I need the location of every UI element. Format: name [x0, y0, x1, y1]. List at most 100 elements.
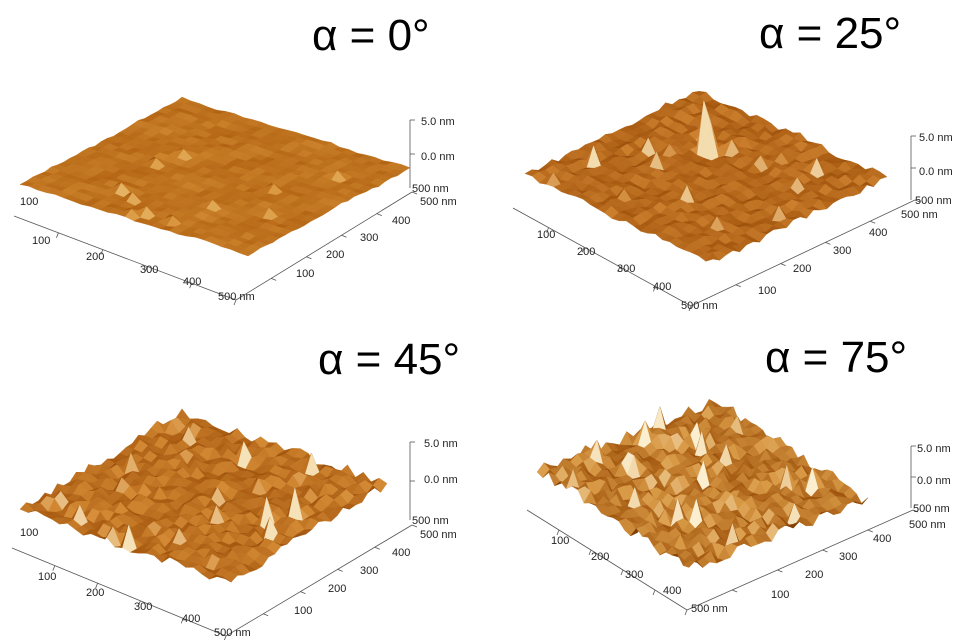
axis-line — [914, 199, 921, 203]
axis-line — [411, 524, 418, 528]
x-tick-2: 200 — [577, 246, 595, 258]
x-tick-4: 400 — [653, 281, 671, 293]
afm-surface-plot: 100 200 300 400 500 nm 100 200 300 400 5… — [13, 96, 457, 306]
surface-mesh — [536, 398, 869, 568]
axis-line — [686, 509, 914, 611]
axis-line — [138, 600, 141, 606]
plot-axes — [13, 119, 418, 306]
axis-line — [374, 546, 380, 550]
panel-title: α = 75° — [765, 333, 908, 382]
plot-axes — [11, 441, 418, 640]
axis-line — [337, 569, 343, 572]
axis-line — [189, 283, 192, 289]
surface-mesh — [524, 90, 888, 262]
y-tick-3: 300 — [360, 232, 378, 244]
y-tick-2: 200 — [326, 249, 344, 261]
panel-title: α = 45° — [318, 335, 461, 384]
y-tick-4: 400 — [873, 533, 891, 545]
axis-line — [867, 529, 873, 533]
x-tick-5: 500 nm — [681, 300, 718, 312]
z-tick-base: 500 nm — [412, 183, 449, 195]
axis-line — [300, 591, 306, 594]
y-tick-2: 200 — [805, 569, 823, 581]
panel-title: α = 25° — [759, 9, 902, 58]
axis-line — [684, 609, 688, 616]
axis-line — [822, 549, 828, 553]
z-tick-top: 5.0 nm — [421, 116, 455, 128]
axis-line — [735, 284, 741, 288]
y-tick-3: 300 — [833, 245, 851, 257]
z-tick-zero: 0.0 nm — [424, 474, 458, 486]
afm-surface-plot: 100 200 300 400 500 nm 100 200 300 400 5… — [526, 398, 951, 616]
axis-line — [777, 569, 783, 573]
surface-cell — [238, 248, 255, 257]
axis-line — [263, 613, 269, 617]
x-tick-1: 100 — [38, 571, 56, 583]
axis-line — [870, 220, 876, 224]
x-tick-2: 200 — [591, 551, 609, 563]
axis-line — [411, 191, 418, 195]
x-tick-4: 400 — [663, 585, 681, 597]
surface-cell — [652, 405, 666, 431]
y-tick-4: 400 — [392, 547, 410, 559]
x-tick-5: 500 nm — [214, 627, 251, 639]
axis-line — [581, 247, 585, 253]
axis-line — [341, 234, 347, 238]
axis-line — [825, 242, 831, 245]
afm-panel-alpha-75: 100 200 300 400 500 nm 100 200 300 400 5… — [481, 320, 962, 640]
y-tick-5: 500 nm — [901, 209, 938, 221]
y-tick-3: 300 — [839, 551, 857, 563]
axis-line — [556, 529, 560, 536]
axis-line — [512, 207, 692, 307]
axis-line — [546, 227, 549, 233]
z-tick-base: 500 nm — [412, 515, 449, 527]
axis-line — [56, 232, 59, 238]
axis-line — [233, 299, 237, 306]
plot-axes — [526, 445, 919, 616]
axis-line — [144, 266, 148, 272]
x-tick-3: 300 — [625, 569, 643, 581]
y-tick-5: 500 nm — [420, 196, 457, 208]
afm-panel-alpha-0: 100 200 300 400 500 nm 100 200 300 400 5… — [0, 0, 481, 320]
z-tick-zero: 0.0 nm — [917, 475, 951, 487]
axis-line — [223, 635, 227, 640]
x-tick-4: 400 — [183, 276, 201, 288]
afm-panel-alpha-45: 100 200 300 400 500 nm 100 200 300 400 5… — [0, 320, 481, 640]
axis-line — [912, 509, 919, 513]
x-tick-2: 200 — [86, 251, 104, 263]
x-tick-3: 300 — [617, 263, 635, 275]
axis-line — [620, 569, 624, 576]
z-tick-zero: 0.0 nm — [421, 151, 455, 163]
axis-line — [306, 256, 312, 260]
side-tick: 100 — [20, 527, 38, 539]
z-tick-base: 500 nm — [913, 503, 950, 515]
axis-line — [225, 524, 413, 637]
surface-mesh — [19, 96, 411, 257]
y-tick-1: 100 — [296, 268, 314, 280]
y-tick-4: 400 — [392, 215, 410, 227]
z-tick-base: 500 nm — [915, 195, 952, 207]
side-tick: 100 — [20, 196, 38, 208]
axis-line — [52, 565, 56, 571]
surface-mesh — [19, 408, 388, 583]
axis-line — [732, 589, 738, 593]
x-tick-1: 100 — [32, 235, 50, 247]
axis-line — [13, 215, 237, 301]
y-tick-1: 100 — [758, 285, 776, 297]
y-tick-3: 300 — [360, 565, 378, 577]
axis-line — [11, 547, 227, 637]
x-tick-1: 100 — [551, 535, 569, 547]
axis-line — [271, 278, 277, 281]
axis-line — [180, 618, 184, 624]
axis-line — [100, 249, 104, 255]
x-tick-2: 200 — [86, 587, 104, 599]
y-tick-4: 400 — [869, 227, 887, 239]
z-tick-zero: 0.0 nm — [919, 166, 953, 178]
axis-line — [780, 263, 786, 266]
axis-line — [617, 266, 621, 272]
z-tick-top: 5.0 nm — [917, 443, 951, 455]
y-tick-5: 500 nm — [909, 519, 946, 531]
z-tick-top: 5.0 nm — [424, 438, 458, 450]
x-tick-5: 500 nm — [218, 291, 255, 303]
axis-line — [95, 583, 98, 589]
